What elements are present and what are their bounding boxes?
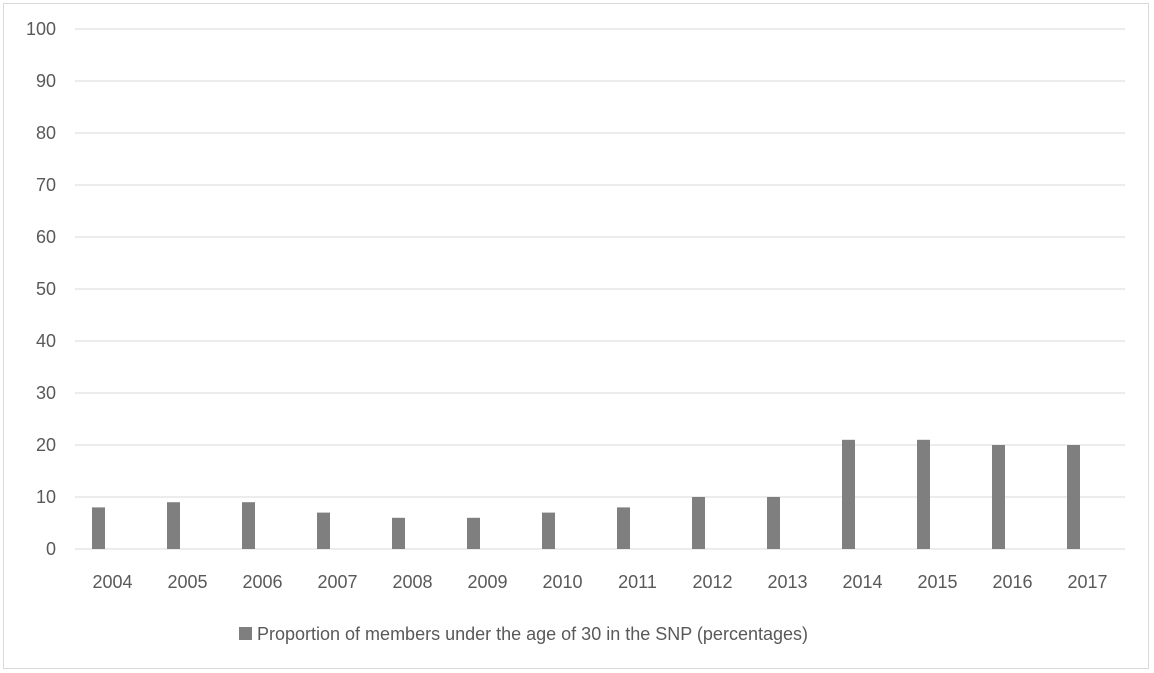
y-tick-label: 90 — [36, 71, 56, 91]
bar-2010 — [542, 512, 555, 549]
x-tick-label: 2005 — [167, 572, 207, 592]
y-tick-label: 70 — [36, 175, 56, 195]
bars — [92, 439, 1080, 549]
bar-2014 — [842, 439, 855, 549]
bar-2004 — [92, 507, 105, 549]
bar-2016 — [992, 445, 1005, 549]
x-tick-label: 2011 — [618, 572, 657, 592]
x-tick-label: 2013 — [767, 572, 807, 592]
legend-label: Proportion of members under the age of 3… — [257, 624, 808, 644]
y-tick-label: 40 — [36, 331, 56, 351]
x-tick-label: 2004 — [92, 572, 132, 592]
bar-2006 — [242, 502, 255, 549]
x-axis-tick-labels: 2004 2005 2006 2007 2008 2009 2010 2011 2012 2013… — [92, 572, 1107, 592]
y-tick-label: 80 — [36, 123, 56, 143]
x-tick-label: 2010 — [542, 572, 582, 592]
y-tick-label: 30 — [36, 383, 56, 403]
bar-2009 — [467, 517, 480, 549]
x-tick-label: 2015 — [917, 572, 957, 592]
legend: Proportion of members under the age of 3… — [239, 624, 808, 644]
y-tick-label: 100 — [26, 19, 56, 39]
y-tick-label: 50 — [36, 279, 56, 299]
x-tick-label: 2017 — [1067, 572, 1107, 592]
y-axis-tick-labels: 0 10 20 30 40 50 60 70 80 90 100 — [26, 19, 56, 559]
chart-frame — [3, 3, 1149, 669]
x-tick-label: 2009 — [467, 572, 507, 592]
bar-2005 — [167, 502, 180, 549]
y-tick-label: 10 — [36, 487, 56, 507]
y-tick-label: 20 — [36, 435, 56, 455]
x-tick-label: 2016 — [992, 572, 1032, 592]
bar-2017 — [1067, 445, 1080, 549]
x-tick-label: 2008 — [392, 572, 432, 592]
gridlines — [75, 28, 1125, 550]
bar-2008 — [392, 517, 405, 549]
x-tick-label: 2006 — [242, 572, 282, 592]
bar-2012 — [692, 497, 705, 549]
x-tick-label: 2014 — [842, 572, 882, 592]
legend-swatch — [239, 627, 252, 640]
y-tick-label: 0 — [46, 539, 56, 559]
bar-2015 — [917, 439, 930, 549]
bar-2007 — [317, 512, 330, 549]
bar-2013 — [767, 497, 780, 549]
x-tick-label: 2012 — [692, 572, 732, 592]
y-tick-label: 60 — [36, 227, 56, 247]
x-tick-label: 2007 — [317, 572, 357, 592]
bar-2011 — [617, 507, 630, 549]
